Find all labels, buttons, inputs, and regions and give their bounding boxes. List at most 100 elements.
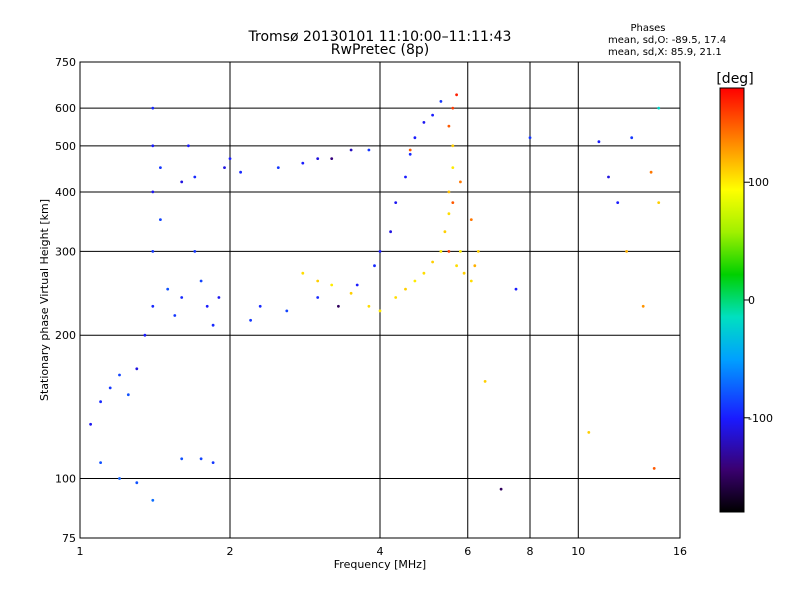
- echo-point: [394, 296, 398, 299]
- echo-point: [431, 113, 434, 117]
- echo-point: [173, 314, 177, 317]
- echo-point: [180, 296, 184, 299]
- x-tick-label: 2: [227, 545, 234, 558]
- echo-point: [616, 201, 620, 205]
- x-tick-label: 10: [571, 545, 585, 558]
- echo-point: [99, 400, 102, 404]
- echo-point: [151, 250, 155, 253]
- echo-point: [193, 250, 197, 253]
- echo-point: [469, 218, 473, 222]
- echo-point: [630, 136, 634, 140]
- echo-point: [258, 304, 262, 308]
- echo-point: [378, 250, 382, 253]
- colorbar-label: [deg]: [716, 71, 753, 87]
- echo-point: [483, 380, 487, 383]
- plot-frame: [79, 61, 681, 539]
- echo-point: [413, 136, 417, 140]
- echo-point: [408, 148, 412, 152]
- colorbar: [719, 87, 745, 513]
- echo-point: [528, 136, 532, 140]
- echo-point: [439, 250, 443, 253]
- x-tick-label: 4: [377, 545, 384, 558]
- echo-point: [89, 422, 92, 426]
- echo-point: [151, 304, 155, 308]
- echo-point: [447, 190, 451, 194]
- echo-point: [469, 279, 473, 283]
- echo-point: [143, 333, 147, 337]
- echo-point: [211, 323, 215, 327]
- echo-point: [455, 93, 458, 97]
- echo-point: [431, 260, 434, 264]
- echo-point: [126, 393, 130, 397]
- y-tick-label: 200: [55, 329, 76, 342]
- echo-point: [180, 180, 184, 184]
- echo-point: [211, 461, 215, 464]
- echo-point: [199, 457, 203, 461]
- echo-point: [657, 106, 661, 110]
- y-tick-label: 600: [55, 102, 76, 115]
- x-tick-label: 1: [77, 545, 84, 558]
- scatter-points: [89, 93, 661, 502]
- echo-point: [459, 180, 462, 184]
- echo-point: [459, 250, 462, 253]
- echo-point: [373, 264, 376, 268]
- echo-point: [285, 309, 289, 313]
- echo-point: [159, 166, 162, 170]
- echo-point: [439, 100, 443, 103]
- echo-point: [135, 367, 139, 371]
- echo-point: [462, 271, 466, 275]
- stats-header: Phases: [630, 23, 665, 34]
- echo-point: [641, 304, 645, 308]
- echo-point: [166, 287, 170, 291]
- echo-point: [447, 212, 451, 216]
- echo-point: [330, 283, 334, 287]
- echo-point: [514, 287, 518, 291]
- y-tick-label: 750: [55, 56, 76, 69]
- colorbar-tick-label: 0: [748, 294, 755, 307]
- y-axis-ticks: 75 100 200 300 400 500 600 750: [55, 56, 76, 545]
- echo-point: [404, 287, 407, 291]
- echo-point: [451, 106, 455, 110]
- echo-point: [378, 309, 382, 313]
- grid-lines: [80, 62, 680, 538]
- echo-point: [239, 170, 243, 174]
- echo-point: [228, 157, 232, 161]
- echo-point: [451, 166, 455, 170]
- echo-point: [118, 373, 121, 377]
- echo-point: [151, 190, 155, 194]
- echo-point: [447, 250, 451, 253]
- echo-point: [607, 175, 610, 179]
- echo-point: [337, 304, 340, 308]
- echo-point: [394, 201, 398, 205]
- echo-point: [451, 144, 455, 148]
- x-tick-label: 6: [464, 545, 471, 558]
- y-tick-label: 300: [55, 245, 76, 258]
- echo-point: [199, 279, 203, 283]
- echo-point: [587, 431, 591, 434]
- echo-point: [108, 386, 112, 390]
- echo-point: [316, 279, 320, 283]
- echo-point: [223, 166, 226, 170]
- echo-point: [349, 291, 353, 295]
- echo-point: [301, 161, 305, 165]
- echo-point: [99, 461, 102, 464]
- echo-point: [657, 201, 661, 205]
- echo-point: [422, 271, 426, 275]
- chart-subtitle: RwPretec (8p): [331, 42, 429, 58]
- echo-point: [193, 175, 197, 179]
- echo-point: [649, 170, 653, 174]
- echo-point: [473, 264, 477, 268]
- echo-point: [301, 271, 305, 275]
- echo-point: [330, 157, 334, 161]
- echo-point: [135, 481, 139, 485]
- echo-point: [217, 296, 221, 299]
- echo-point: [499, 487, 503, 491]
- echo-point: [355, 283, 359, 287]
- echo-point: [443, 230, 447, 234]
- y-axis-label: Stationary phase Virtual Height [km]: [38, 199, 51, 401]
- x-axis-label: Frequency [MHz]: [334, 558, 426, 571]
- echo-point: [249, 318, 253, 322]
- stats-o-line: mean, sd,O: -89.5, 17.4: [608, 35, 726, 46]
- y-tick-label: 75: [62, 532, 76, 545]
